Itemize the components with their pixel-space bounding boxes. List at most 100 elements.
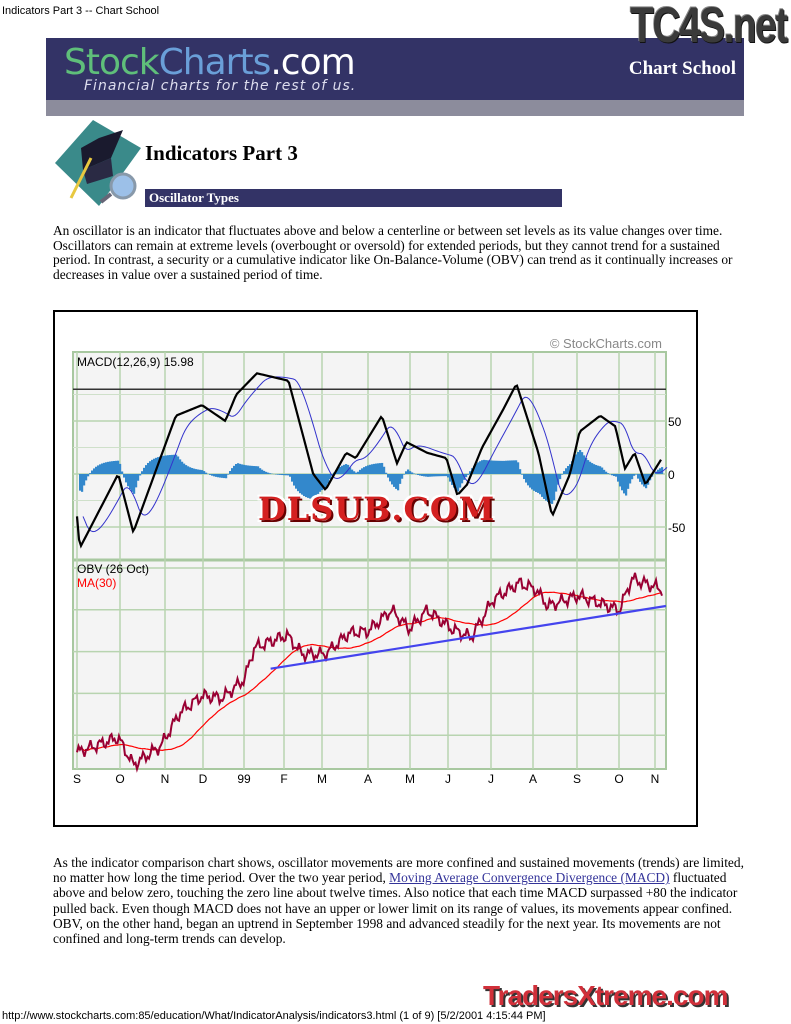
histogram-bar	[343, 464, 346, 474]
histogram-bar	[303, 474, 306, 497]
stockcharts-logo[interactable]: StockCharts.com	[64, 42, 356, 83]
histogram-bar	[251, 465, 254, 474]
histogram-bar	[481, 460, 484, 474]
histogram-bar	[445, 474, 448, 477]
page-title: Indicators Part 3	[145, 141, 298, 165]
histogram-bar	[629, 474, 632, 484]
histogram-bar	[217, 474, 220, 478]
histogram-bar	[329, 474, 332, 480]
histogram-bar	[393, 474, 396, 487]
histogram-bar	[227, 474, 230, 475]
histogram-bar	[587, 460, 590, 474]
tradersxtreme-watermark: TradersXtreme.com	[483, 980, 728, 1011]
histogram-bar	[613, 474, 616, 477]
histogram-bar	[585, 457, 588, 474]
histogram-bar	[137, 474, 140, 481]
macd-label: MACD(12,26,9) 15.98	[77, 355, 194, 369]
histogram-bar	[337, 468, 340, 474]
histogram-bar	[341, 465, 344, 474]
histogram-bar	[531, 474, 534, 490]
histogram-bar	[355, 472, 358, 474]
histogram-bar	[141, 471, 144, 474]
logo-charts: Charts	[158, 42, 272, 83]
graduation-cap-magnifier-icon	[55, 120, 141, 206]
histogram-bar	[457, 474, 460, 492]
histogram-bar	[185, 465, 188, 474]
histogram-bar	[615, 474, 618, 477]
signal-line	[82, 376, 668, 533]
histogram-bar	[79, 474, 82, 491]
histogram-bar	[529, 474, 532, 488]
copyright-label: © StockCharts.com	[550, 336, 662, 351]
histogram-bar	[159, 456, 162, 474]
histogram-bar	[589, 461, 592, 474]
histogram-bar	[385, 472, 388, 474]
histogram-bar	[417, 474, 420, 476]
histogram-bar	[421, 474, 424, 476]
histogram-bar	[561, 474, 564, 475]
histogram-bar	[131, 474, 134, 492]
histogram-bar	[361, 468, 364, 474]
section-title: Chart School	[628, 58, 736, 79]
histogram-bar	[595, 465, 598, 474]
histogram-bar	[127, 474, 130, 487]
histogram-bar	[263, 470, 266, 474]
histogram-bar	[91, 470, 94, 474]
histogram-bar	[295, 474, 298, 489]
obv-label: OBV (26 Oct)	[77, 562, 149, 576]
x-tick-label: A	[529, 772, 537, 786]
histogram-bar	[657, 469, 660, 474]
histogram-bar	[301, 474, 304, 495]
histogram-bar	[507, 460, 510, 474]
histogram-bar	[537, 474, 540, 493]
histogram-bar	[205, 472, 208, 474]
print-footer-url: http://www.stockcharts.com:85/education/…	[2, 1010, 546, 1022]
histogram-bar	[459, 474, 462, 488]
histogram-bar	[113, 460, 116, 474]
histogram-bar	[287, 474, 290, 476]
histogram-bar	[429, 474, 432, 477]
histogram-bar	[381, 462, 384, 474]
histogram-bar	[551, 474, 554, 504]
histogram-bar	[593, 464, 596, 474]
histogram-bar	[261, 469, 264, 474]
histogram-bar	[195, 469, 198, 474]
histogram-bar	[123, 474, 126, 478]
histogram-bar	[103, 462, 106, 474]
histogram-bar	[455, 474, 458, 490]
x-tick-label: M	[317, 772, 327, 786]
histogram-bar	[575, 454, 578, 474]
histogram-bar	[203, 471, 206, 474]
histogram-bar	[199, 469, 202, 474]
x-tick-label: M	[405, 772, 415, 786]
histogram-bar	[557, 474, 560, 485]
histogram-bar	[499, 460, 502, 474]
histogram-bar	[149, 461, 152, 474]
x-tick-label: N	[161, 772, 170, 786]
histogram-bar	[563, 471, 566, 474]
y-tick-label: 0	[668, 468, 675, 482]
histogram-bar	[419, 474, 422, 476]
histogram-bar	[567, 465, 570, 474]
histogram-bar	[139, 474, 142, 476]
histogram-bar	[635, 474, 638, 475]
tc4s-watermark: TC4S.net	[630, 0, 788, 53]
histogram-bar	[353, 471, 356, 474]
x-tick-label: A	[364, 772, 372, 786]
histogram-bar	[363, 467, 366, 474]
histogram-bar	[637, 474, 640, 479]
histogram-bar	[479, 461, 482, 474]
histogram-bar	[309, 474, 312, 499]
histogram-bar	[371, 464, 374, 474]
histogram-bar	[281, 474, 284, 476]
histogram-bar	[169, 455, 172, 474]
histogram-bar	[391, 474, 394, 485]
histogram-bar	[409, 471, 412, 474]
histogram-bar	[441, 474, 444, 477]
histogram-bar	[177, 456, 180, 474]
histogram-bar	[223, 474, 226, 479]
macd-link[interactable]: Moving Average Convergence Divergence (M…	[389, 870, 670, 886]
histogram-bar	[125, 474, 128, 483]
histogram-bar	[533, 474, 536, 491]
histogram-bar	[443, 474, 446, 477]
